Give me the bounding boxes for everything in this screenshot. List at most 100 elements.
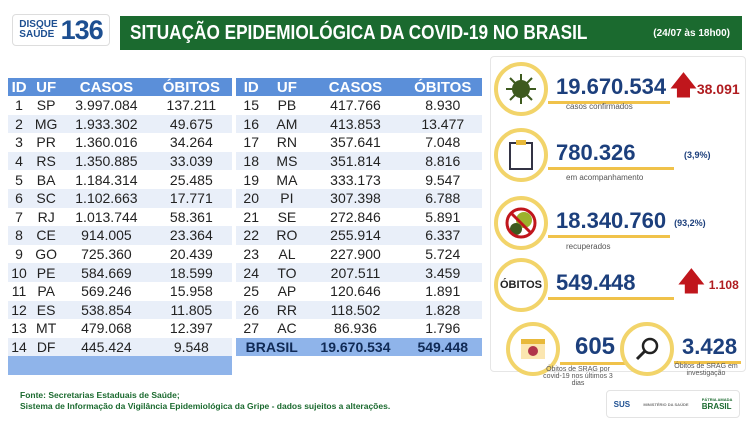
column-header: ÓBITOS [150,78,232,96]
confirmed-label: casos confirmados [566,102,633,111]
confirmed-delta: 38.091 [696,81,740,97]
brasil-motto: PÁTRIA AMADA [701,397,733,402]
recovered-label: recuperados [566,242,611,251]
no-virus-icon [494,196,548,250]
table-cell: 417.766 [330,97,381,114]
table-cell: 6.788 [403,188,482,208]
table-row: 5 BA 1.184.314 25.485 [8,170,232,189]
srag-recent-label: Óbitos de SRAG por covid-19 nos últimos … [543,366,613,387]
table-row: 26 RR 118.502 1.828 [236,300,482,320]
table-cell: 20.439 [169,246,213,263]
table-cell: PE [30,263,63,282]
monitoring-label: em acompanhamento [566,173,644,182]
brasil-text: BRASIL [701,402,732,411]
table-row: 14 DF 445.424 9.548 [8,337,232,357]
monitoring-value: 780.326 [548,140,674,170]
table-cell: 13 [11,320,27,337]
table-cell: 1.360.016 [75,134,138,151]
table-cell: 118.502 [307,300,404,320]
table-row: 11 PA 569.246 15.958 [8,282,232,301]
table-cell: 6 [8,188,31,208]
total-obitos: 549.448 [403,337,482,357]
title-bar: SITUAÇÃO EPIDEMIOLÓGICA DA COVID-19 NO B… [120,16,742,50]
table-cell: 333.173 [330,171,381,188]
table-row: 13 MT 479.068 12.397 [8,319,232,338]
table-cell: 307.398 [307,188,404,208]
table-row: 3 PR 1.360.016 34.264 [8,133,232,152]
table-cell: 25.485 [169,171,213,188]
table-cell: 3 [15,134,23,151]
table-cell: 5 [15,171,23,188]
table-cell: 914.005 [62,226,151,245]
table-cell: 11.805 [150,300,232,320]
table-cell: RO [266,226,308,245]
column-header: UF [30,78,63,96]
column-header: UF [266,78,308,96]
total-row: BRASIL 19.670.534 549.448 [236,337,482,357]
total-row [8,356,232,375]
table-cell: MA [276,171,298,188]
magnifier-icon [620,322,674,376]
table-row: 16 AM 413.853 13.477 [236,114,482,134]
table-cell: AM [266,114,308,134]
table-cell: 58.361 [169,208,213,225]
table-cell: 255.914 [307,226,404,245]
logo-line1: DISQUE [19,19,58,30]
table-row: 4 RS 1.350.885 33.039 [8,151,232,171]
column-header: ÓBITOS [403,78,482,96]
footer-line1: Fonte: Secretarias Estaduais de Saúde; [20,390,180,400]
table-cell: 21 [243,208,259,225]
up-arrow-icon: 🡅 [678,266,705,296]
table-cell: 49.675 [150,114,232,134]
virus-icon [494,62,548,116]
srag-recent-stat: 605 [506,322,626,376]
recovered-pct: (93,2%) [674,218,706,228]
table-cell: 227.900 [330,246,381,263]
srag-invest-value: 3.428 [674,334,742,364]
table-cell: 12.397 [169,320,213,337]
sus-logo: SUS [613,399,631,409]
ministry-logo: MINISTÉRIO DA SAÚDE [643,401,689,407]
table-cell: 272.846 [330,208,381,225]
table-cell: 725.360 [81,246,132,263]
table-cell: 19 [243,171,259,188]
table-cell: 20 [236,188,267,208]
table-cell: 15.958 [169,283,213,300]
table-cell: 17.771 [150,188,232,208]
states-table-left: ID UF CASOS ÓBITOS 1 SP 3.997.084 137.211 2 MG 1.9… [8,78,232,375]
confirmed-value: 19.670.534 [548,74,671,104]
table-cell: 357.641 [330,134,381,151]
logo-number: 136 [60,14,104,45]
table-row: 15 PB 417.766 8.930 [236,96,482,115]
table-row: 24 TO 207.511 3.459 [236,263,482,282]
table-cell: 3.997.084 [75,97,138,114]
table-cell: 8.816 [403,151,482,171]
deaths-badge: ÓBITOS [494,258,548,312]
table-cell: AL [278,246,296,263]
table-cell: TO [266,263,308,282]
table-cell: MS [266,151,308,171]
table-cell: 10 [8,263,31,282]
table-cell: 137.211 [166,97,217,114]
column-header: CASOS [307,78,404,96]
disque-saude-logo: DISQUE SAÚDE 136 [12,14,110,46]
table-cell: RN [276,134,298,151]
table-cell: PI [266,188,308,208]
table-cell: 1.796 [425,320,461,337]
table-cell: RJ [37,208,55,225]
table-cell: 23 [243,246,259,263]
table-cell: GO [35,246,58,263]
table-row: 22 RO 255.914 6.337 [236,226,482,245]
table-row: 10 PE 584.669 18.599 [8,263,232,282]
table-cell: 8 [8,226,31,245]
table-row: 17 RN 357.641 7.048 [236,133,482,152]
table-cell: PA [37,283,55,300]
table-row: 20 PI 307.398 6.788 [236,188,482,208]
table-row: 1 SP 3.997.084 137.211 [8,96,232,115]
table-cell: 1.828 [403,300,482,320]
table-cell: SC [30,188,63,208]
source-footer: Fonte: Secretarias Estaduais de Saúde; S… [20,390,390,412]
logo-line2: SAÚDE [19,29,55,40]
table-cell: 1 [15,97,23,114]
table-cell: 86.936 [334,320,377,337]
